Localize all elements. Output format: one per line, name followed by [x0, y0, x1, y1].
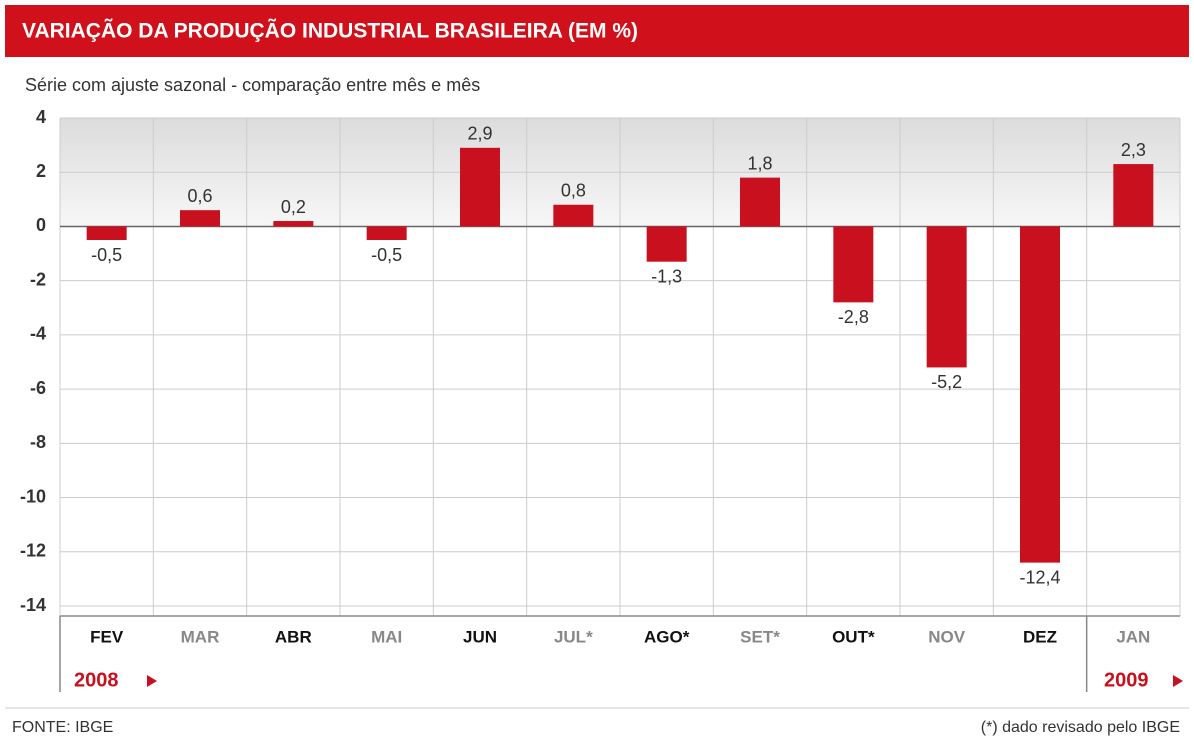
- value-label: 0,2: [281, 197, 306, 217]
- value-label: 2,9: [467, 124, 492, 144]
- value-label: 0,6: [187, 186, 212, 206]
- bar: [646, 226, 687, 262]
- bar: [366, 226, 407, 240]
- x-tick-label: ABR: [275, 627, 312, 646]
- year-label: 2009: [1104, 669, 1149, 691]
- year-label: 2008: [74, 669, 119, 691]
- y-tick-label: -12: [20, 541, 46, 561]
- bar: [86, 226, 127, 240]
- x-tick-label: OUT*: [832, 627, 875, 646]
- x-tick-label: JUN: [463, 627, 497, 646]
- x-tick-label: MAI: [371, 627, 402, 646]
- x-tick-label: MAR: [181, 627, 220, 646]
- year-arrow: [1173, 675, 1183, 687]
- y-tick-label: 4: [36, 107, 46, 127]
- note: (*) dado revisado pelo IBGE: [981, 719, 1180, 736]
- y-tick-label: 2: [36, 161, 46, 181]
- source: FONTE: IBGE: [12, 719, 113, 736]
- y-tick-label: 0: [36, 215, 46, 235]
- bar: [833, 226, 874, 303]
- y-tick-label: -2: [30, 269, 46, 289]
- bar: [273, 221, 314, 227]
- chart-title: VARIAÇÃO DA PRODUÇÃO INDUSTRIAL BRASILEI…: [22, 20, 638, 43]
- y-tick-label: -8: [30, 432, 46, 452]
- value-label: -0,5: [91, 245, 122, 265]
- bar: [460, 147, 500, 227]
- bar: [553, 204, 594, 227]
- value-label: -1,3: [651, 266, 682, 286]
- bar: [180, 210, 220, 227]
- value-label: -0,5: [371, 245, 402, 265]
- x-tick-label: JUL*: [554, 627, 593, 646]
- y-tick-label: -10: [20, 486, 46, 506]
- bar: [1113, 164, 1154, 227]
- x-tick-label: AGO*: [644, 627, 690, 646]
- value-label: 2,3: [1121, 140, 1146, 160]
- bar: [1020, 226, 1060, 563]
- y-tick-label: -6: [30, 378, 46, 398]
- year-arrow: [147, 675, 157, 687]
- value-label: 0,8: [561, 181, 586, 201]
- y-tick-label: -14: [20, 595, 46, 615]
- x-tick-label: JAN: [1116, 627, 1150, 646]
- x-tick-label: SET*: [740, 627, 780, 646]
- x-tick-label: NOV: [928, 627, 966, 646]
- x-tick-label: FEV: [90, 627, 124, 646]
- value-label: 1,8: [747, 153, 772, 173]
- y-tick-label: -4: [30, 324, 46, 344]
- value-label: -12,4: [1019, 567, 1060, 587]
- bar: [740, 177, 780, 227]
- bar: [926, 226, 967, 368]
- title-bar: [5, 5, 1189, 57]
- chart-subtitle: Série com ajuste sazonal - comparação en…: [25, 75, 480, 95]
- value-label: -2,8: [838, 307, 869, 327]
- x-tick-label: DEZ: [1023, 627, 1057, 646]
- value-label: -5,2: [931, 372, 962, 392]
